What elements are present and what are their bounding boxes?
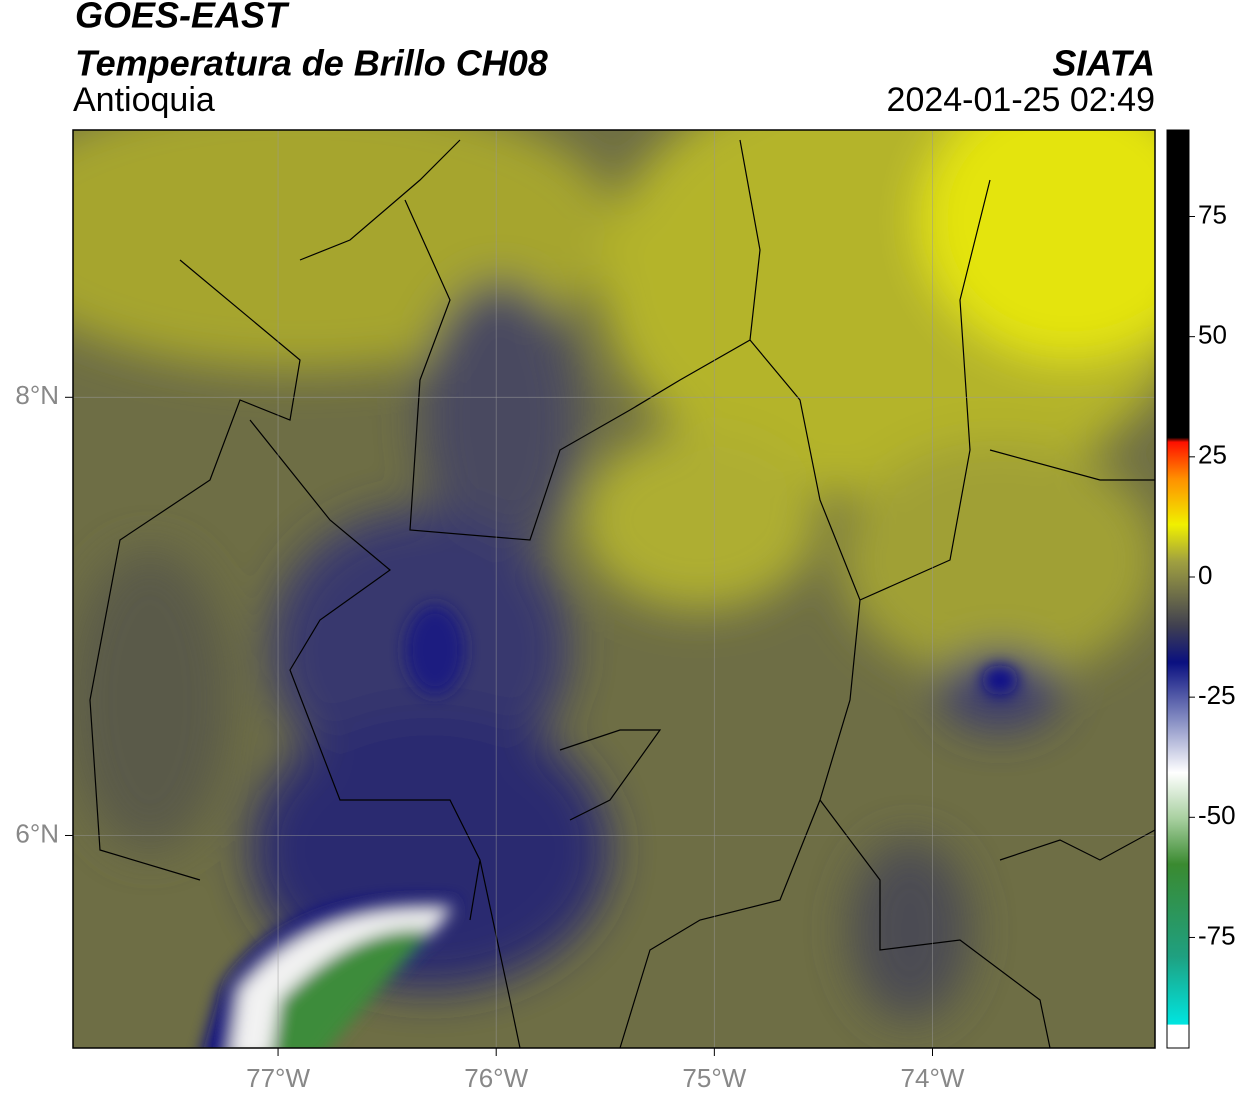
title: GOES-EAST xyxy=(75,0,290,36)
colorbar-tick-label: -50 xyxy=(1198,800,1236,830)
colorbar-tick-label: 50 xyxy=(1198,320,1227,350)
map-image xyxy=(73,130,1155,1048)
colorbar xyxy=(1166,129,1190,1049)
colorbar-tick-label: -25 xyxy=(1198,680,1236,710)
timestamp: 2024-01-25 02:49 xyxy=(887,81,1155,119)
x-tick-label: 74°W xyxy=(901,1063,965,1093)
map-frame xyxy=(72,129,1156,1049)
y-tick-label: 8°N xyxy=(15,380,59,410)
x-tick-label: 75°W xyxy=(682,1063,746,1093)
region: Antioquia xyxy=(73,81,215,119)
colorbar-tick-label: 75 xyxy=(1198,199,1227,229)
source: SIATA xyxy=(1052,43,1155,84)
grid xyxy=(73,130,1155,1048)
colorbar-tick-label: 0 xyxy=(1198,560,1212,590)
y-tick-label: 6°N xyxy=(15,818,59,848)
borders xyxy=(89,139,1155,1048)
colorbar-tick-label: -75 xyxy=(1198,920,1236,950)
subtitle: Temperatura de Brillo CH08 xyxy=(75,43,548,84)
colorbar-tick-label: 25 xyxy=(1198,440,1227,470)
x-tick-label: 76°W xyxy=(464,1063,528,1093)
x-tick-label: 77°W xyxy=(246,1063,310,1093)
